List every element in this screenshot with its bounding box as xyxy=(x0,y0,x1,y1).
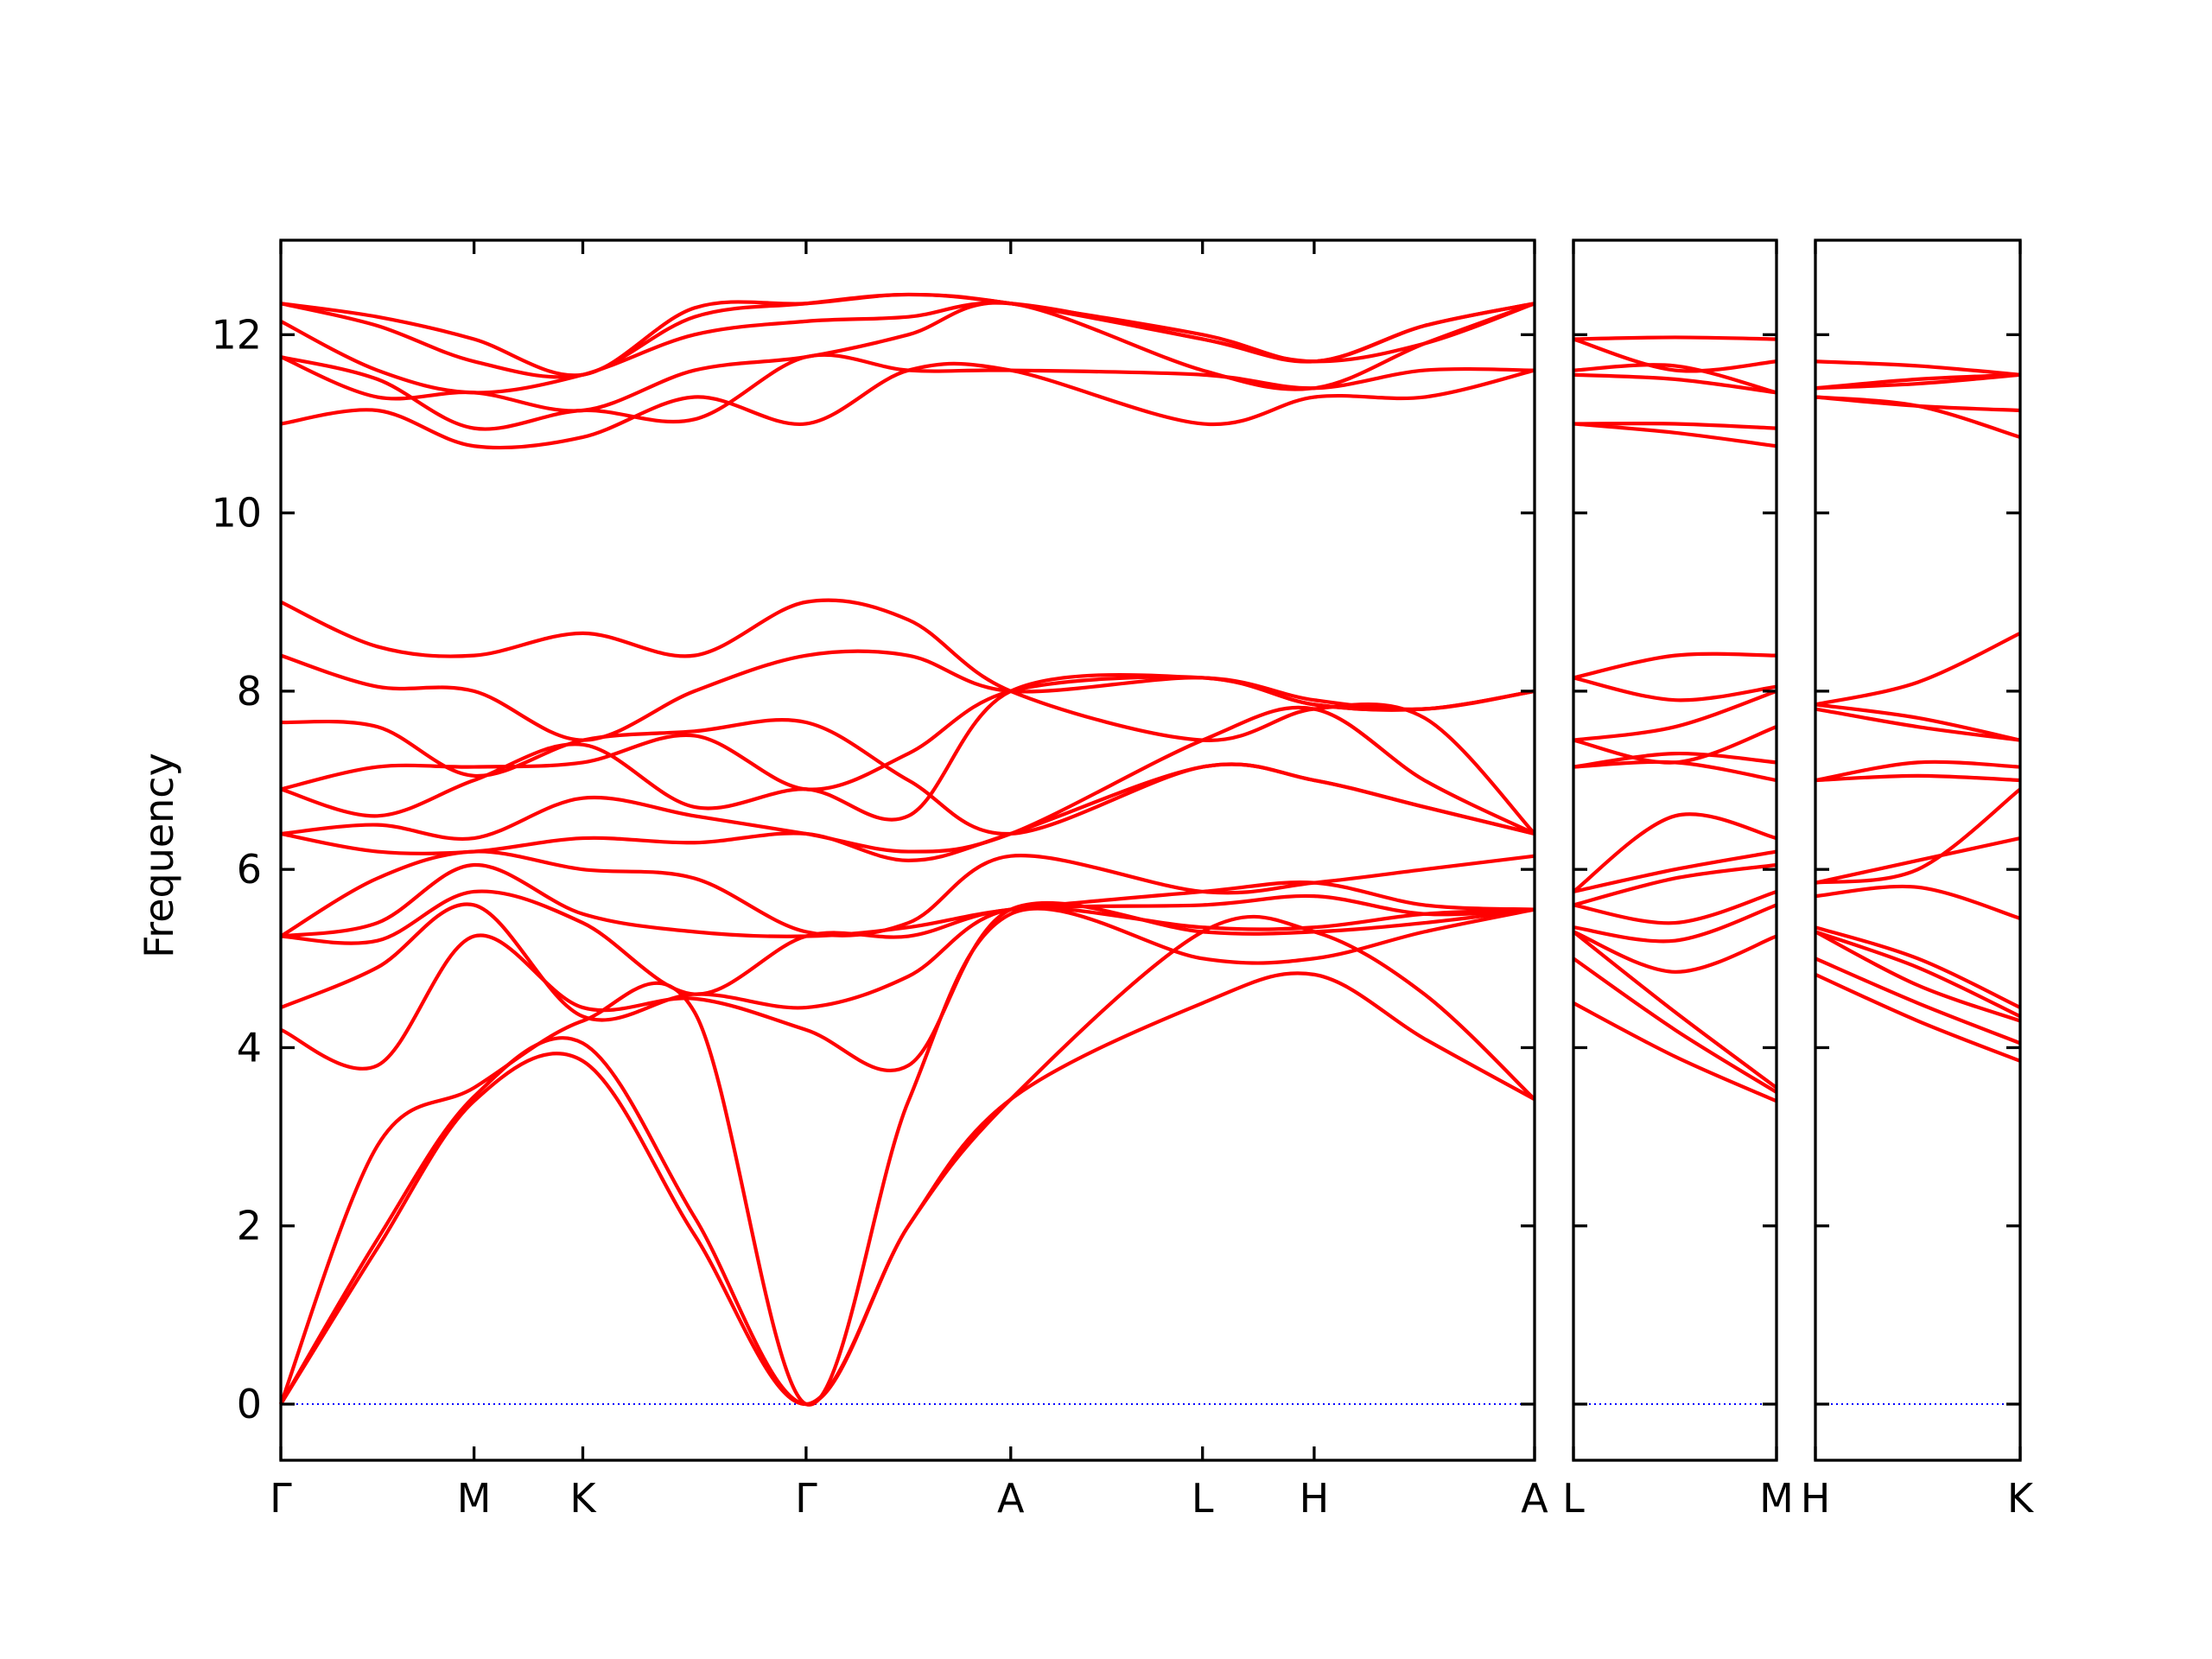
x-tick-label: L xyxy=(1562,1475,1585,1522)
band xyxy=(1815,760,2021,783)
band xyxy=(1573,862,1777,907)
x-tick-label: Γ xyxy=(795,1475,817,1522)
x-tick-label: A xyxy=(1521,1475,1548,1522)
x-tick-label: M xyxy=(1759,1475,1794,1522)
band xyxy=(280,705,1535,854)
y-tick-label: 12 xyxy=(211,311,262,358)
y-tick-label: 6 xyxy=(237,846,262,893)
band xyxy=(1573,903,1777,944)
plot-frame xyxy=(1572,238,1778,1462)
x-tick-label: M xyxy=(457,1475,492,1522)
band xyxy=(279,906,1535,1407)
band xyxy=(280,598,1536,836)
band xyxy=(1572,930,1778,1090)
band xyxy=(280,718,1535,836)
y-tick-label: 2 xyxy=(237,1203,262,1249)
band xyxy=(1815,707,2021,742)
band xyxy=(1573,421,1777,430)
y-axis-label: Frequency xyxy=(136,753,182,958)
band xyxy=(1573,751,1777,769)
band xyxy=(1815,884,2021,920)
band xyxy=(1815,836,2021,885)
band xyxy=(1573,689,1777,742)
band xyxy=(1815,372,2021,391)
band xyxy=(1815,359,2021,377)
y-tick-label: 0 xyxy=(237,1381,262,1427)
band xyxy=(1815,702,2021,742)
band xyxy=(1815,972,2021,1063)
x-tick-label: H xyxy=(1300,1475,1330,1522)
band xyxy=(1815,930,2021,1019)
x-tick-label: K xyxy=(569,1475,597,1522)
band xyxy=(1815,631,2021,707)
band xyxy=(1815,773,2021,783)
band xyxy=(1573,335,1777,341)
band xyxy=(1573,422,1777,448)
band xyxy=(1573,363,1777,395)
band xyxy=(1573,676,1777,702)
x-tick-label: K xyxy=(2007,1475,2035,1522)
x-tick-label: H xyxy=(1801,1475,1831,1522)
band xyxy=(280,292,1535,378)
band xyxy=(1573,337,1777,373)
band xyxy=(280,900,1535,1073)
band xyxy=(279,914,1536,1407)
band xyxy=(1572,812,1777,893)
y-tick-label: 4 xyxy=(237,1024,262,1071)
band xyxy=(280,649,1535,742)
band xyxy=(280,902,1535,1022)
x-tick-label: Γ xyxy=(270,1475,292,1522)
band xyxy=(1573,849,1777,894)
band xyxy=(280,675,1535,791)
band xyxy=(1815,925,2021,1009)
band xyxy=(1815,395,2021,439)
band xyxy=(1815,930,2021,1023)
x-tick-label: A xyxy=(997,1475,1025,1522)
band xyxy=(1573,1001,1777,1103)
y-tick-label: 8 xyxy=(237,668,262,715)
band xyxy=(1815,787,2022,885)
band xyxy=(1573,372,1777,395)
band xyxy=(279,971,1536,1407)
band xyxy=(1573,652,1777,680)
plot-frame xyxy=(1814,238,2022,1462)
band xyxy=(280,361,1535,450)
band xyxy=(1573,930,1777,974)
band xyxy=(1573,760,1777,783)
band xyxy=(1573,725,1777,765)
band xyxy=(280,672,1535,822)
band xyxy=(1815,395,2021,413)
plot-frame xyxy=(279,238,1536,1462)
y-tick-label: 10 xyxy=(211,490,262,537)
band xyxy=(1572,957,1778,1094)
x-tick-label: L xyxy=(1192,1475,1214,1522)
band xyxy=(1573,889,1777,925)
band xyxy=(1815,957,2021,1046)
